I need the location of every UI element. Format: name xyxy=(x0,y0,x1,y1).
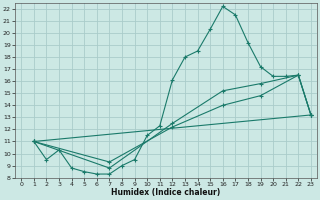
X-axis label: Humidex (Indice chaleur): Humidex (Indice chaleur) xyxy=(111,188,221,197)
